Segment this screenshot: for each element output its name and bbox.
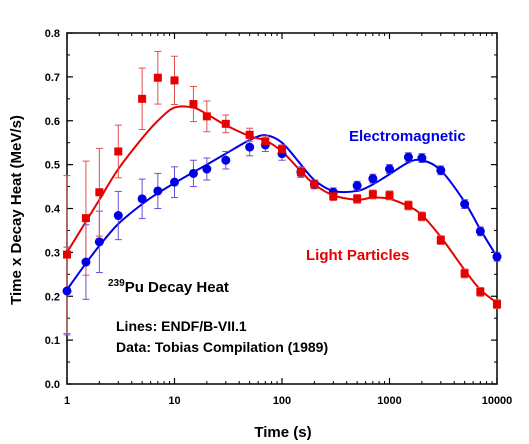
y-tick-label: 0.4 bbox=[45, 204, 61, 216]
y-tick-label: 0.6 bbox=[45, 116, 60, 128]
point-electromagnetic bbox=[352, 181, 362, 191]
point-electromagnetic bbox=[460, 199, 470, 209]
y-tick-label: 0.5 bbox=[45, 160, 60, 172]
y-axis-title: Time x Decay Heat (MeV/s) bbox=[8, 115, 25, 305]
point-light-particles bbox=[114, 147, 123, 156]
point-light-particles bbox=[153, 73, 162, 82]
point-light-particles bbox=[278, 145, 286, 154]
lines-note: Lines: ENDF/B-VII.1 bbox=[116, 318, 247, 334]
point-electromagnetic bbox=[492, 252, 502, 262]
point-electromagnetic bbox=[153, 186, 163, 196]
point-light-particles bbox=[296, 168, 305, 177]
point-electromagnetic bbox=[403, 152, 413, 162]
point-electromagnetic bbox=[417, 153, 427, 163]
point-light-particles bbox=[417, 212, 426, 221]
y-tick-label: 0.2 bbox=[45, 291, 60, 303]
point-electromagnetic bbox=[245, 142, 255, 152]
isotope-title: Pu Decay Heat bbox=[125, 279, 229, 296]
point-light-particles bbox=[170, 76, 179, 85]
point-light-particles bbox=[460, 269, 469, 278]
point-light-particles bbox=[476, 287, 485, 296]
isotope-annotation: 239Pu Decay Heat bbox=[108, 278, 229, 296]
x-tick-label: 1 bbox=[64, 395, 70, 407]
point-electromagnetic bbox=[113, 211, 123, 221]
series-label-light-particles: Light Particles bbox=[306, 247, 409, 264]
point-light-particles bbox=[63, 250, 71, 259]
point-light-particles bbox=[138, 94, 147, 103]
isotope-mass-number: 239 bbox=[108, 278, 125, 289]
point-electromagnetic bbox=[94, 237, 104, 247]
y-tick-label: 0.8 bbox=[45, 28, 60, 40]
data-markers bbox=[62, 73, 502, 309]
y-tick-label: 0.3 bbox=[45, 247, 60, 259]
point-light-particles bbox=[95, 188, 104, 197]
x-tick-label: 10 bbox=[168, 395, 180, 407]
point-light-particles bbox=[81, 214, 90, 223]
point-light-particles bbox=[436, 236, 445, 245]
point-electromagnetic bbox=[62, 286, 72, 296]
point-light-particles bbox=[404, 201, 413, 210]
y-tick-label: 0.1 bbox=[45, 335, 60, 347]
point-electromagnetic bbox=[202, 164, 212, 174]
point-light-particles bbox=[329, 192, 338, 201]
point-light-particles bbox=[189, 100, 198, 109]
y-tick-label: 0.7 bbox=[45, 72, 60, 84]
point-electromagnetic bbox=[475, 226, 485, 236]
axis-ticks: 1 10 100 1000 10000 0.0 0.1 0.2 0.3 0.4 0.5 0.6 0.7 0… bbox=[45, 28, 513, 407]
point-light-particles bbox=[353, 194, 362, 203]
data-note: Data: Tobias Compilation (1989) bbox=[116, 339, 328, 355]
series-label-electromagnetic: Electromagnetic bbox=[349, 128, 466, 145]
point-light-particles bbox=[202, 112, 211, 121]
point-light-particles bbox=[385, 191, 394, 200]
point-electromagnetic bbox=[137, 194, 147, 204]
x-axis-title: Time (s) bbox=[254, 424, 311, 441]
point-electromagnetic bbox=[368, 174, 378, 184]
point-electromagnetic bbox=[81, 257, 91, 267]
y-tick-label: 0.0 bbox=[45, 379, 60, 391]
x-tick-label: 1000 bbox=[377, 395, 401, 407]
point-light-particles bbox=[493, 300, 501, 309]
x-tick-label: 10000 bbox=[482, 395, 513, 407]
point-light-particles bbox=[310, 180, 319, 189]
point-electromagnetic bbox=[170, 177, 179, 187]
point-electromagnetic bbox=[188, 168, 198, 178]
point-light-particles bbox=[261, 137, 270, 146]
point-light-particles bbox=[368, 190, 377, 199]
point-light-particles bbox=[221, 119, 230, 128]
point-light-particles bbox=[245, 130, 254, 139]
point-electromagnetic bbox=[436, 165, 446, 175]
x-tick-label: 100 bbox=[273, 395, 291, 407]
point-electromagnetic bbox=[385, 164, 394, 174]
point-electromagnetic bbox=[221, 155, 231, 165]
